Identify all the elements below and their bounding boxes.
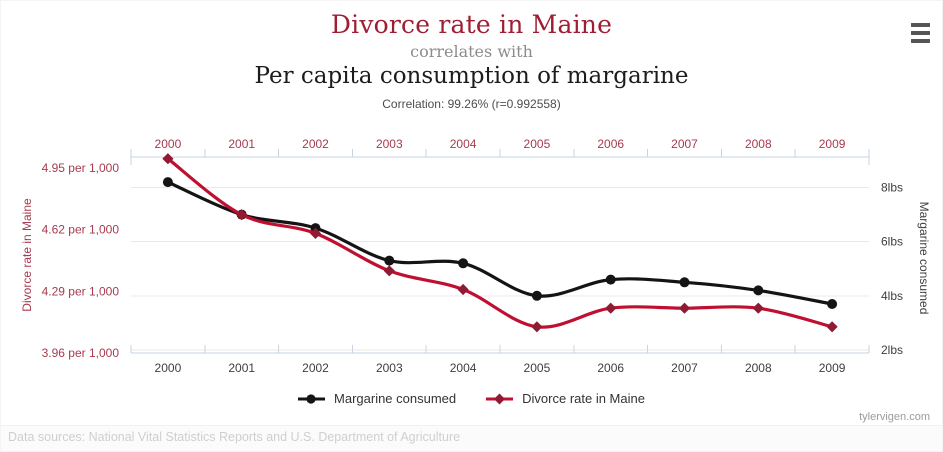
year-label-bottom: 2003 [376,361,403,375]
legend-item-margarine[interactable]: Margarine consumed [298,391,456,406]
year-label-bottom: 2006 [597,361,624,375]
legend-label-margarine: Margarine consumed [334,391,457,406]
data-point-margarine-consumed [679,277,690,288]
left-axis-tick-label: 4.29 per 1,000 [42,284,120,298]
series-line-margarine-consumed [166,180,834,306]
year-label-top: 2006 [597,137,624,151]
legend-diamond-marker-icon [486,393,514,404]
chart-title-bottom: Per capita consumption of margarine [254,63,689,89]
hamburger-bar [911,39,930,43]
year-label-top: 2008 [745,137,772,151]
year-label-top: 2000 [155,137,182,151]
right-axis-tick-label: 6lbs [881,235,903,249]
right-axis-tick-label: 8lbs [881,181,903,195]
hamburger-bar [911,23,930,27]
chart-title-top: Divorce rate in Maine [330,10,613,39]
year-label-bottom: 2002 [302,361,329,375]
year-label-top: 2007 [671,137,698,151]
data-point-divorce-rate-in-maine [752,302,764,314]
year-label-bottom: 2009 [819,361,846,375]
right-axis-title: Margarine consumed [917,202,931,315]
data-point-divorce-rate-in-maine [605,302,617,314]
data-point-divorce-rate-in-maine [383,265,395,277]
left-axis-tick-label: 4.62 per 1,000 [42,223,120,237]
footer-bar: Data sources: National Vital Statistics … [1,425,942,451]
year-label-bottom: 2001 [228,361,255,375]
series-line-divorce-rate-in-maine [166,157,834,329]
data-point-divorce-rate-in-maine [236,209,248,221]
data-point-margarine-consumed [458,258,469,269]
year-label-bottom: 2007 [671,361,698,375]
year-label-top: 2003 [376,137,403,151]
correlation-note: Correlation: 99.26% (r=0.992558) [382,97,561,111]
legend-label-divorce: Divorce rate in Maine [522,391,645,406]
data-point-divorce-rate-in-maine [457,283,469,296]
year-label-top: 2005 [524,137,551,151]
year-label-bottom: 2008 [745,361,772,375]
chart-legend: Margarine consumed Divorce rate in Maine [1,391,942,406]
right-axis-tick-label: 2lbs [881,343,903,357]
data-point-divorce-rate-in-maine [531,321,543,333]
data-point-margarine-consumed [605,274,616,285]
data-point-margarine-consumed [753,285,764,296]
year-label-top: 2004 [450,137,477,151]
year-label-top: 2001 [228,137,255,151]
data-point-divorce-rate-in-maine [162,153,174,165]
data-point-margarine-consumed [384,255,395,266]
menu-hamburger-icon[interactable] [911,23,930,43]
hamburger-bar [911,31,930,35]
watermark-link[interactable]: tylervigen.com [859,411,930,423]
year-label-bottom: 2004 [450,361,477,375]
year-label-bottom: 2000 [155,361,182,375]
data-point-divorce-rate-in-maine [826,321,838,333]
left-axis-title: Divorce rate in Maine [20,198,34,312]
data-point-margarine-consumed [531,290,542,301]
left-axis-tick-label: 3.96 per 1,000 [42,346,120,360]
year-label-top: 2002 [302,137,329,151]
year-label-bottom: 2005 [524,361,551,375]
correlates-with-label: correlates with [410,42,533,61]
legend-circle-marker-icon [298,393,326,404]
data-point-margarine-consumed [162,177,173,188]
year-label-top: 2009 [819,137,846,151]
right-axis-tick-label: 4lbs [881,289,903,303]
left-axis-tick-label: 4.95 per 1,000 [42,161,120,175]
data-sources-note: Data sources: National Vital Statistics … [8,430,461,444]
data-point-divorce-rate-in-maine [678,302,691,314]
data-point-margarine-consumed [827,299,838,309]
data-point-divorce-rate-in-maine [309,227,322,239]
legend-item-divorce[interactable]: Divorce rate in Maine [486,391,645,406]
